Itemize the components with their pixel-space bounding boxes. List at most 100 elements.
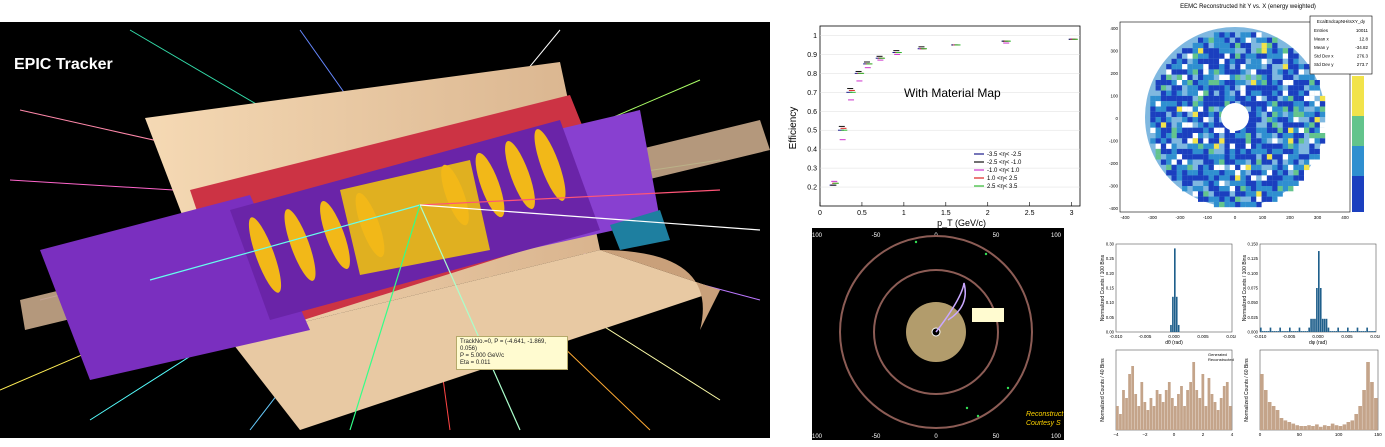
heatmap-cell <box>1288 48 1294 54</box>
heatmap-cell <box>1203 175 1209 181</box>
heatmap-cell <box>1187 58 1193 65</box>
heatmap-cell <box>1256 95 1262 102</box>
heatmap-cell <box>1187 90 1193 96</box>
heatmap-cell <box>1192 180 1198 186</box>
heatmap-cell <box>1261 58 1267 65</box>
heatmap-cell <box>1219 159 1225 165</box>
heatmap-cell <box>1314 122 1320 128</box>
heatmap-cell <box>1251 53 1257 59</box>
hist-bar <box>1279 418 1284 430</box>
hist-bar <box>1149 398 1153 430</box>
y-tick-label: 100 <box>1110 94 1118 99</box>
heatmap-cell <box>1319 117 1326 123</box>
heatmap-cell <box>1277 170 1283 176</box>
heatmap-cell <box>1187 101 1193 107</box>
heatmap-cell <box>1198 74 1204 80</box>
heatmap-cell <box>1277 58 1283 65</box>
heatmap-cell <box>1282 106 1289 112</box>
x-tick-label: 150 <box>1374 432 1382 437</box>
stats-box: EcalEndcapNHitsXY_dy Entries 10011 Mean x 1… <box>1309 15 1373 75</box>
heatmap-cell <box>1277 42 1283 49</box>
heatmap-cell <box>1304 101 1310 107</box>
heatmap-cell <box>1224 69 1230 75</box>
heatmap-cell <box>1150 133 1156 139</box>
stats-value: 276.3 <box>1357 54 1369 59</box>
x-tick-label: -0.005 <box>1139 334 1152 339</box>
hist-bar <box>1207 378 1211 430</box>
heatmap-cell <box>1293 122 1299 128</box>
hist-bar <box>1298 327 1301 332</box>
hist-bar <box>1275 410 1280 430</box>
heatmap-cell <box>1203 48 1209 54</box>
heatmap-cell <box>1245 196 1251 202</box>
heatmap-cell <box>1266 80 1273 86</box>
heatmap-cell <box>1208 122 1214 128</box>
hist-bar <box>1155 390 1159 430</box>
y-tick-label: 0.2 <box>807 185 817 192</box>
heatmap-cell <box>1224 143 1230 149</box>
heatmap-cell <box>1176 117 1183 123</box>
heatmap-cell <box>1219 48 1225 54</box>
heatmap-cell <box>1171 122 1177 128</box>
heatmap-cell <box>1176 175 1183 181</box>
hist-bar <box>1323 318 1326 332</box>
heatmap-cell <box>1176 164 1183 171</box>
heatmap-cell <box>1198 170 1204 176</box>
heatmap-cell <box>1166 74 1172 80</box>
hist-bar <box>1204 406 1208 430</box>
hist-bar <box>1311 426 1315 430</box>
heatmap-cell <box>1266 186 1273 192</box>
heatmap-cell <box>1314 138 1320 144</box>
heatmap-cell <box>1182 95 1188 102</box>
y-tick-label: 0.00 <box>1106 330 1115 335</box>
x-tick-label: 1.5 <box>941 210 951 217</box>
hist-bar <box>1319 426 1323 430</box>
hist-bar <box>1269 327 1272 332</box>
middle-layer-ring <box>873 269 999 395</box>
heatmap-cell <box>1240 148 1246 155</box>
heatmap-cell <box>1166 154 1172 160</box>
x-tick-label: 0.010 <box>1370 334 1380 339</box>
heatmap-cell <box>1319 127 1326 133</box>
heatmap-cell <box>1208 138 1214 144</box>
heatmap-cell <box>1166 138 1172 144</box>
hist-bar <box>1364 331 1367 332</box>
heatmap-cell <box>1282 143 1289 149</box>
heatmap-cell <box>1219 74 1225 80</box>
heatmap-cell <box>1198 85 1204 91</box>
y-tick-label: 0.3 <box>807 166 817 173</box>
x-tick-label: −2 <box>1142 432 1148 437</box>
heatmap-cell <box>1187 148 1193 155</box>
heatmap-cell <box>1256 154 1262 160</box>
heatmap-cell <box>1171 106 1177 112</box>
legend-label: 1.0 <η< 2.5 <box>987 176 1018 182</box>
heatmap-cell <box>1261 111 1267 118</box>
heatmap-cell <box>1293 180 1299 186</box>
heatmap-cell <box>1224 138 1230 144</box>
heatmap-cell <box>1155 127 1161 133</box>
x-axis-label: p_T (GeV/c) <box>937 218 986 228</box>
heatmap-cell <box>1192 154 1198 160</box>
heatmap-cell <box>1229 154 1236 160</box>
heatmap-cell <box>1203 69 1209 75</box>
heatmap-cell <box>1266 58 1273 65</box>
heatmap-cell <box>1182 80 1188 86</box>
top-tick-label: 50 <box>993 233 1000 239</box>
heatmap-cell <box>1314 101 1320 107</box>
heatmap-cell <box>1219 191 1225 197</box>
heatmap-cell <box>1192 127 1198 133</box>
heatmap-cell <box>1187 95 1193 102</box>
stats-key: Mean y <box>1314 45 1330 50</box>
heatmap-cell <box>1229 133 1236 139</box>
heatmap-cell <box>1224 170 1230 176</box>
heatmap-cell <box>1176 53 1183 59</box>
heatmap-cell <box>1219 138 1225 144</box>
heatmap-cell <box>1208 127 1214 133</box>
heatmap-cell <box>1319 106 1326 112</box>
heatmap-cell <box>1235 53 1241 59</box>
heatmap-cell <box>1219 85 1225 91</box>
x-tick-label: 300 <box>1314 215 1322 220</box>
heatmap-cell <box>1155 90 1161 96</box>
legend-label: -1.0 <η< 1.0 <box>987 168 1020 174</box>
heatmap-cell <box>1266 127 1273 133</box>
